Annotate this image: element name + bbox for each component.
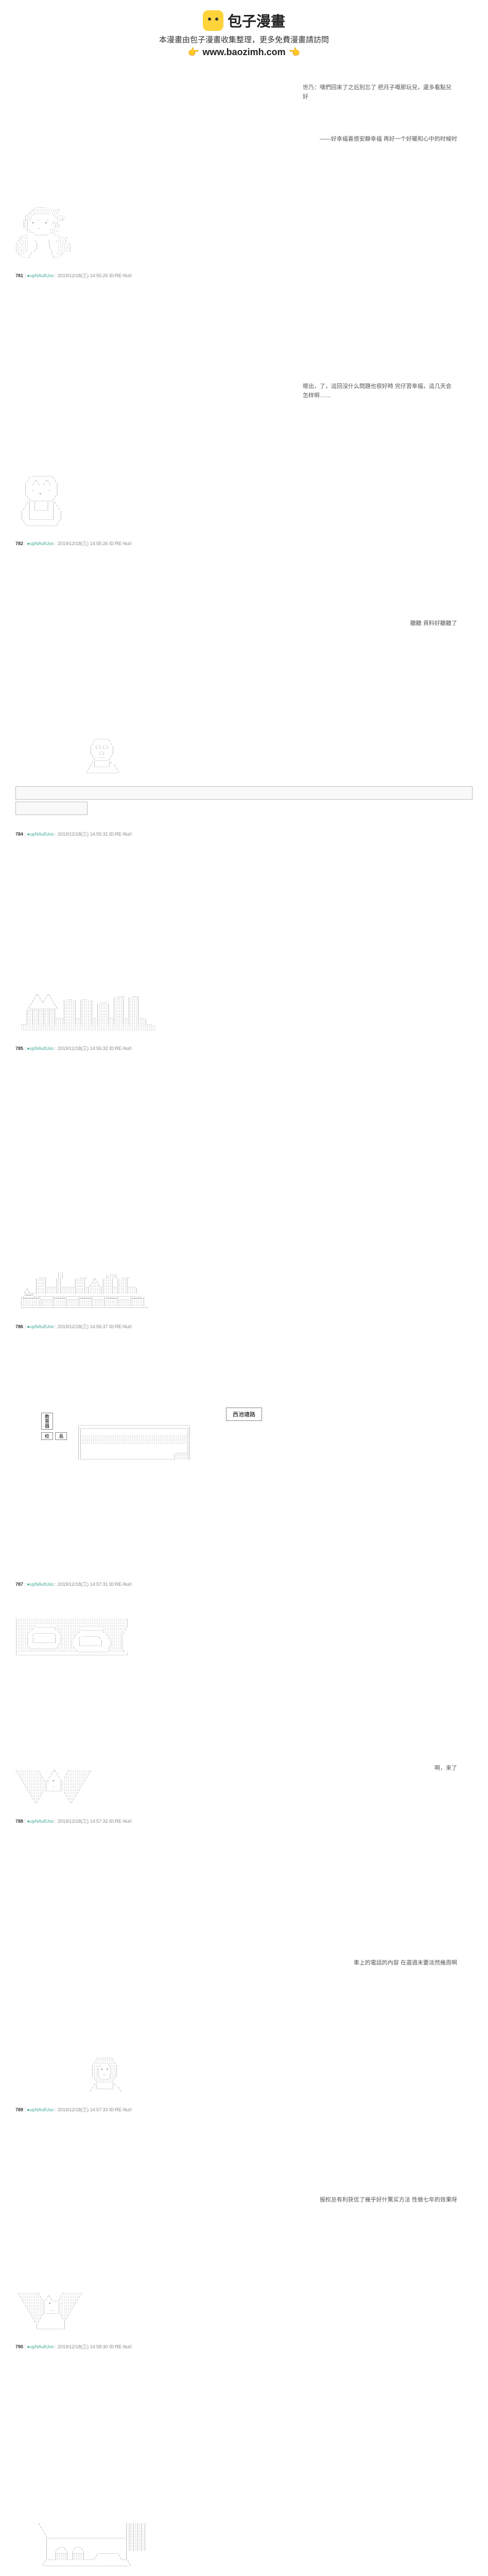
panel-user: ●upNAufUoo bbox=[27, 541, 54, 546]
panel-user: ●upNAufUoo bbox=[27, 2107, 54, 2112]
ascii-art-character: \:::::::::::\ /\ /:::::::::::/ \::::::::… bbox=[15, 1770, 92, 1804]
ascii-art-character: ________ /::::::::\ /::::::::::\ |:::/ \… bbox=[82, 2056, 121, 2093]
panel-meta: 782 : ●upNAufUoo : 2019/12/18(三) 14:55:2… bbox=[0, 537, 488, 550]
panel-user: ●upNAufUoo bbox=[27, 1582, 54, 1587]
panel-number: 782 bbox=[15, 541, 23, 546]
panel-meta: 781 : ●upNAufUoo : 2019/12/18(三) 14:55:2… bbox=[0, 269, 488, 282]
ascii-art-room: \ |:|:|:|:|:| \ |:|:|:|:|:| \ |:|:|:|:|:… bbox=[31, 2523, 467, 2567]
panel-meta: 789 : ●upNAufUoo : 2019/12/18(三) 14:57:3… bbox=[0, 2103, 488, 2116]
panel-user: ●upNAufUoo bbox=[27, 1046, 54, 1051]
site-header: 包子漫畫 本漫畫由包子漫畫收集整理，更多免費漫畫請訪問 👉 www.baozim… bbox=[0, 0, 488, 63]
dialogue-text: 世乃：嘿們回來了之后別忘了 把月子嘅那玩兒，還多看點兒好 bbox=[303, 83, 457, 101]
panel-user: ●upNAufUoo bbox=[27, 1819, 54, 1824]
panel-timestamp: 2019/12/18(三) 14:57:33 ID:RE-Nu0 bbox=[58, 2107, 132, 2112]
gate-sign: 西池塘路 bbox=[226, 1408, 262, 1421]
dialogue-text: ——好幸福喜感安靜幸福 再好一个好暖和心中的时候时 bbox=[320, 135, 457, 144]
vertical-sign: 長 bbox=[55, 1432, 67, 1440]
panel-timestamp: 2019/12/18(三) 14:57:32 ID:RE-Nu0 bbox=[58, 1819, 132, 1824]
ascii-art-character: ,.-─-.、 ,/:::::::::::::\ ,/::;::-─-::、::… bbox=[15, 206, 71, 259]
panel-timestamp: 2019/12/18(三) 14:58:30 ID:RE-Nu0 bbox=[58, 2344, 132, 2349]
dialogue-text: 聽聽 資料好聽聽了 bbox=[410, 619, 457, 629]
panel-number: 781 bbox=[15, 273, 23, 278]
comic-panel: /\ /\ ____ ____ / \ / \ ___ ___ |::::| |… bbox=[0, 836, 488, 1114]
panel-timestamp: 2019/12/18(三) 14:55:26 ID:RE-Nu0 bbox=[58, 541, 132, 546]
panel-meta: 790 : ●upNAufUoo : 2019/12/18(三) 14:58:3… bbox=[0, 2340, 488, 2353]
header-subtitle: 本漫畫由包子漫畫收集整理，更多免費漫畫請訪問 bbox=[0, 34, 488, 45]
comic-panel: 啊，来了 |::::::::::::::::::::::::::::::::::… bbox=[0, 1608, 488, 1897]
hand-right-icon: 👉 bbox=[188, 47, 199, 58]
ascii-art-cityscape: /\ /\ ____ ____ / \ / \ ___ ___ |::::| |… bbox=[21, 994, 467, 1031]
panel-number: 785 bbox=[15, 1046, 23, 1051]
input-bar-short[interactable] bbox=[15, 802, 88, 815]
dialogue-text: 报权总有利获优了幾乎好什驚买方法 性做七年的效果呀 bbox=[320, 2196, 457, 2205]
comic-panel: 教育器 校 長 西池塘路 ___________________________… bbox=[0, 1371, 488, 1608]
panel-number: 789 bbox=[15, 2107, 23, 2112]
panel-number: 787 bbox=[15, 1582, 23, 1587]
comic-panel: 报权总有利获优了幾乎好什驚买方法 性做七年的效果呀 \::::::::::\ /… bbox=[0, 2134, 488, 2371]
hand-left-icon: 👈 bbox=[289, 47, 300, 58]
panel-timestamp: 2019/12/18(三) 14:55:32 ID:RE-Nu0 bbox=[58, 1046, 132, 1051]
panel-meta: 785 : ●upNAufUoo : 2019/12/18(三) 14:55:3… bbox=[0, 1042, 488, 1055]
comic-panel: 車上的電話的內容 在還週末要淡然幾周啊 ________ /::::::::\ … bbox=[0, 1897, 488, 2134]
comic-panel: |:| ____ ____ |:| ____ |::::| ____ |::::… bbox=[0, 1114, 488, 1371]
panel-user: ●upNAufUoo bbox=[27, 2344, 54, 2349]
ascii-art-character: ___________ / \ / /\ /\ \ | / \ / \ | | … bbox=[15, 474, 62, 527]
panel-meta: 787 : ●upNAufUoo : 2019/12/18(三) 14:57:3… bbox=[0, 1578, 488, 1590]
dialogue-text: 啊，来了 bbox=[434, 1764, 457, 1773]
vertical-sign: 校 bbox=[41, 1432, 53, 1440]
panel-timestamp: 2019/12/18(三) 14:56:37 ID:RE-Nu0 bbox=[58, 1324, 132, 1329]
baozi-logo-icon bbox=[203, 10, 223, 31]
ascii-art-cityscape: |:| ____ ____ |:| ____ |::::| ____ |::::… bbox=[21, 1273, 467, 1310]
site-url[interactable]: www.baozimh.com bbox=[202, 47, 285, 58]
logo-row: 包子漫畫 bbox=[0, 10, 488, 31]
comic-panel: 聽聽 資料好聽聽了 _______ / \ / _ _ \ | (_) (_) … bbox=[0, 578, 488, 774]
input-bar[interactable] bbox=[15, 786, 473, 800]
comic-panel: 世乃：嘿們回來了之后別忘了 把月子嘅那玩兒，還多看點兒好 ——好幸福喜感安靜幸福… bbox=[0, 63, 488, 331]
panel-user: ●upNAufUoo bbox=[27, 273, 54, 278]
side-signs: 教育器 校 長 bbox=[41, 1413, 67, 1443]
ascii-art-character: \::::::::::\ /:::::::::/ \::::::::::\ /\… bbox=[15, 2293, 82, 2330]
dialogue-text: 車上的電話的內容 在還週末要淡然幾周啊 bbox=[354, 1959, 457, 1968]
comic-panel: 784 : ●upNAufUoo : 2019/12/18(三) 14:55:3… bbox=[0, 774, 488, 836]
ascii-art-gate: ________________________________________… bbox=[72, 1423, 467, 1460]
panel-timestamp: 2019/12/18(三) 14:55:25 ID:RE-Nu0 bbox=[58, 273, 132, 278]
panel-meta: 786 : ●upNAufUoo : 2019/12/18(三) 14:56:3… bbox=[0, 1320, 488, 1333]
panel-meta: 788 : ●upNAufUoo : 2019/12/18(三) 14:57:3… bbox=[0, 1815, 488, 1827]
comic-panel: 嗯出，了，這回沒什么問題也很好時 完仔習幸福，這几天会怎样啊…… _______… bbox=[0, 331, 488, 578]
ascii-art-car: |:::::::::::::::::::::::::::::::::::::::… bbox=[15, 1619, 129, 1656]
panel-number: 788 bbox=[15, 1819, 23, 1824]
url-row: 👉 www.baozimh.com 👈 bbox=[0, 47, 488, 58]
panel-number: 786 bbox=[15, 1324, 23, 1329]
dialogue-text: 嗯出，了，這回沒什么問題也很好時 完仔習幸福，這几天会怎样啊…… bbox=[303, 382, 457, 400]
logo-text: 包子漫畫 bbox=[228, 10, 285, 31]
panel-timestamp: 2019/12/18(三) 14:57:31 ID:RE-Nu0 bbox=[58, 1582, 132, 1587]
ascii-art-character: _______ / \ / _ _ \ | (_) (_) | | _ | | … bbox=[82, 737, 119, 774]
panel-user: ●upNAufUoo bbox=[27, 1324, 54, 1329]
comic-panel: \ |:|:|:|:|:| \ |:|:|:|:|:| \ |:|:|:|:|:… bbox=[0, 2371, 488, 2576]
panel-number: 790 bbox=[15, 2344, 23, 2349]
vertical-sign: 教育器 bbox=[41, 1413, 53, 1430]
